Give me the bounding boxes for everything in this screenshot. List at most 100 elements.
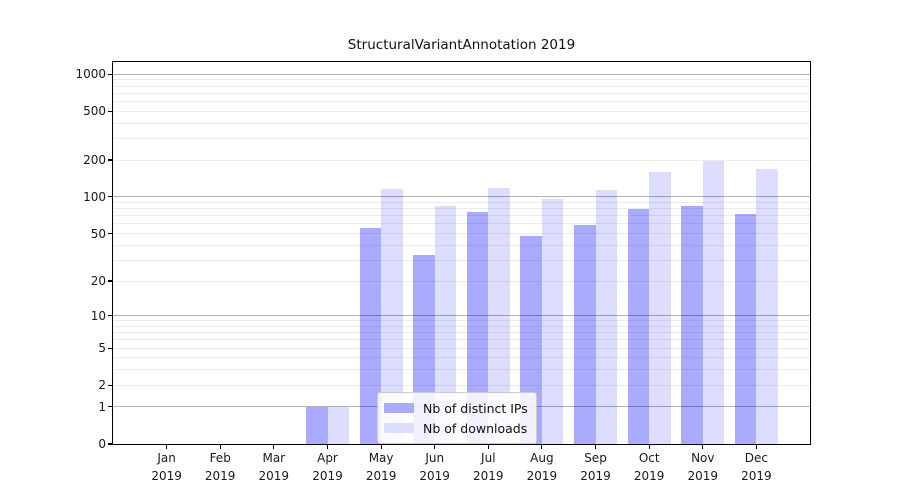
month-label: Apr (317, 451, 338, 465)
bar-distinct-ips (520, 235, 542, 444)
bar-downloads (541, 199, 564, 444)
y-tickmark (108, 347, 113, 349)
gridline-minor (113, 137, 810, 139)
month-label: May (368, 451, 394, 465)
year-label: 2019 (151, 468, 182, 483)
x-tickmark (594, 444, 597, 449)
x-tickmark (648, 444, 650, 449)
bar-downloads (649, 171, 671, 444)
year-label: 2019 (580, 468, 611, 483)
y-tick-label: 10 (90, 308, 106, 323)
y-tickmark (108, 384, 113, 386)
month-label: Jul (481, 451, 496, 465)
month-label: Aug (530, 451, 554, 465)
bar-distinct-ips (627, 208, 650, 444)
y-tick-label: 1000 (75, 67, 106, 82)
y-tickmark (108, 73, 113, 75)
year-label: 2019 (741, 468, 772, 483)
x-tickmark (219, 444, 221, 449)
bar-distinct-ips (306, 406, 328, 444)
y-tickmark (108, 443, 113, 445)
x-tick-label: Mar 2019 (242, 450, 306, 485)
x-tickmark (702, 444, 704, 449)
month-label: Nov (691, 451, 715, 465)
x-tickmark (380, 444, 382, 449)
gridline-minor (113, 85, 810, 87)
y-tick-label: 200 (83, 153, 106, 167)
month-label: Jan (157, 451, 176, 465)
year-label: 2019 (687, 468, 719, 483)
x-tickmark (487, 444, 489, 449)
gridline-minor (113, 92, 810, 94)
y-tick-label: 20 (90, 274, 106, 288)
y-tick-label: 50 (90, 226, 106, 241)
year-label: 2019 (204, 468, 236, 483)
bar-downloads (381, 189, 403, 444)
x-tickmark (326, 444, 329, 449)
x-tickmark (273, 444, 275, 449)
month-label: Dec (744, 451, 768, 465)
legend-item: Nb of distinct IPs (384, 398, 528, 418)
gridline-major (113, 73, 810, 75)
year-label: 2019 (526, 468, 558, 483)
x-tickmark (434, 444, 436, 449)
x-tick-label: Jan 2019 (135, 450, 199, 485)
bar-downloads (488, 188, 510, 444)
bar-distinct-ips (466, 212, 489, 444)
month-label: Mar (262, 451, 286, 465)
bar-distinct-ips (681, 206, 703, 444)
month-label: Oct (638, 451, 660, 465)
y-tick-label: 500 (83, 104, 106, 119)
month-label: Feb (209, 451, 231, 465)
y-tick-label: 0 (98, 437, 106, 451)
legend-label: Nb of distinct IPs (423, 400, 528, 416)
bar-distinct-ips (734, 213, 757, 444)
x-tick-label: Jun 2019 (403, 450, 467, 485)
x-tick-label: Feb 2019 (188, 450, 252, 485)
x-tick-label: May 2019 (349, 450, 413, 485)
bar-downloads (595, 189, 617, 444)
x-tick-label: Jul 2019 (456, 450, 520, 485)
bar-distinct-ips (359, 227, 382, 444)
y-tick-label: 2 (98, 378, 106, 393)
legend-swatch (384, 403, 414, 413)
y-tickmark (108, 196, 113, 198)
legend-swatch (384, 423, 414, 433)
x-tick-label: Aug 2019 (510, 450, 574, 485)
y-tickmark (108, 315, 113, 317)
bar-distinct-ips (574, 224, 596, 444)
y-tick-label: 5 (98, 341, 106, 356)
legend: Nb of distinct IPs Nb of downloads (377, 392, 537, 444)
y-tickmark (108, 110, 113, 112)
year-label: 2019 (312, 468, 343, 483)
y-tick-label: 100 (83, 189, 106, 204)
year-label: 2019 (258, 468, 290, 483)
chart-title: StructuralVariantAnnotation 2019 (347, 37, 576, 53)
bar-downloads (434, 205, 457, 444)
y-tick-label: 1 (98, 399, 106, 414)
y-tickmark (108, 280, 113, 282)
gridline-minor (113, 110, 810, 112)
year-label: 2019 (419, 468, 450, 483)
gridline-minor (113, 79, 810, 81)
x-tickmark (166, 444, 168, 449)
y-tickmark (108, 406, 113, 408)
bar-downloads (327, 406, 349, 444)
gridline-minor (113, 159, 810, 161)
x-tickmark (541, 444, 543, 449)
x-tick-label: Dec 2019 (724, 450, 788, 485)
legend-label: Nb of downloads (423, 420, 528, 436)
gridline-minor (113, 122, 810, 124)
month-label: Jun (425, 451, 445, 465)
x-tick-label: Oct 2019 (617, 450, 681, 485)
x-tick-label: Nov 2019 (671, 450, 735, 485)
y-tickmark (108, 232, 113, 235)
y-tickmark (108, 159, 113, 161)
year-label: 2019 (365, 468, 397, 483)
x-tick-label: Apr 2019 (296, 450, 360, 485)
legend-item: Nb of downloads (384, 418, 528, 438)
month-label: Sep (584, 451, 607, 465)
gridline-minor (113, 100, 810, 102)
bar-downloads (702, 161, 725, 444)
